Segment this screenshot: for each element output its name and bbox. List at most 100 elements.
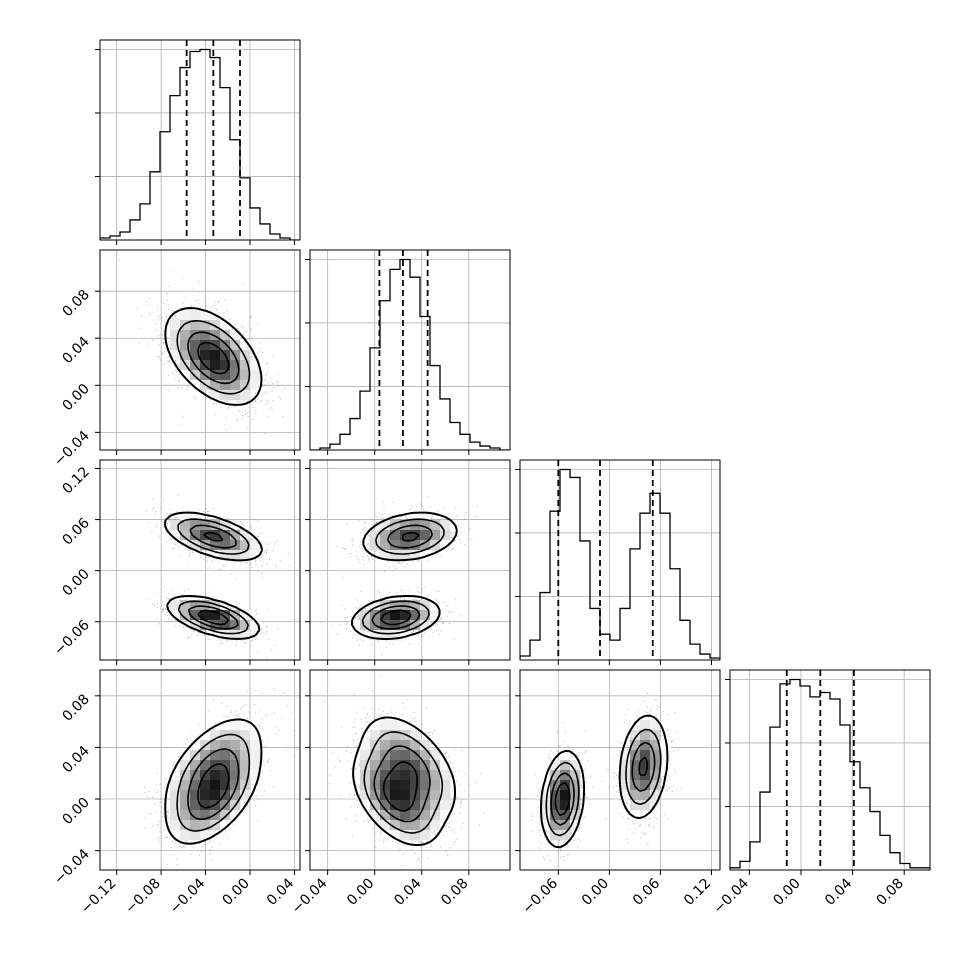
density-cell bbox=[240, 770, 251, 781]
density-cell bbox=[370, 530, 381, 541]
density-cell bbox=[200, 540, 211, 551]
hist-bar bbox=[820, 693, 830, 870]
density-cell bbox=[650, 780, 661, 791]
density-cell bbox=[180, 530, 191, 541]
density-cell bbox=[370, 790, 381, 801]
density-cell bbox=[360, 740, 371, 751]
density-cell bbox=[230, 530, 241, 541]
density-cell bbox=[410, 620, 421, 631]
density-cell bbox=[230, 720, 241, 731]
hist-bar bbox=[650, 493, 660, 660]
density-cell bbox=[190, 770, 201, 781]
density-cell bbox=[220, 740, 231, 751]
density-cell bbox=[210, 620, 221, 631]
density-cell bbox=[350, 770, 361, 781]
density-cell bbox=[620, 790, 631, 801]
density-cell bbox=[370, 720, 381, 731]
panel-frame bbox=[519, 669, 721, 871]
density-cell bbox=[190, 760, 201, 771]
density-cell bbox=[380, 810, 391, 821]
panel-3-0: −0.12 −0.08 −0.04 0.00 0.04−0.040.000.040.08 bbox=[51, 669, 301, 917]
density-cell bbox=[210, 730, 221, 741]
hist-bar bbox=[390, 269, 400, 450]
density-cell bbox=[190, 820, 201, 831]
hist-bar bbox=[680, 620, 690, 660]
hist-bar bbox=[330, 444, 340, 450]
panel-0-0 bbox=[95, 39, 301, 245]
density-cell bbox=[540, 790, 551, 801]
density-cell bbox=[370, 730, 381, 741]
density-cell bbox=[170, 320, 181, 331]
panel-frame bbox=[99, 249, 301, 451]
hist-bar bbox=[830, 699, 840, 870]
density-cell bbox=[230, 610, 241, 621]
density-cell bbox=[620, 780, 631, 791]
density-cell bbox=[190, 610, 201, 621]
density-cell bbox=[560, 800, 571, 811]
density-cell bbox=[250, 730, 261, 741]
density-cell bbox=[380, 630, 391, 641]
density-cell bbox=[240, 760, 251, 771]
density-cell bbox=[390, 770, 401, 781]
density-cell bbox=[180, 790, 191, 801]
density-cell bbox=[210, 780, 221, 791]
density-cell bbox=[170, 530, 181, 541]
density-cell bbox=[210, 370, 221, 381]
density-cell bbox=[170, 520, 181, 531]
density-cell bbox=[220, 810, 231, 821]
density-cell bbox=[380, 720, 391, 731]
density-cell bbox=[400, 770, 411, 781]
density-cell bbox=[190, 370, 201, 381]
density-cell bbox=[220, 320, 231, 331]
contour-line bbox=[164, 718, 263, 845]
hist-bar bbox=[590, 608, 600, 660]
hist-bar bbox=[740, 861, 750, 870]
density-cell bbox=[420, 780, 431, 791]
density-cell bbox=[390, 740, 401, 751]
density-cell bbox=[250, 360, 261, 371]
hist-bar bbox=[430, 366, 440, 450]
panel-frame bbox=[99, 669, 301, 871]
density-cell bbox=[560, 780, 571, 791]
x-tick-label: 0.08 bbox=[438, 876, 471, 909]
density-cell bbox=[400, 600, 411, 611]
density-cell bbox=[550, 770, 561, 781]
contour-line bbox=[382, 761, 418, 812]
density-cell bbox=[170, 330, 181, 341]
hist-bar bbox=[670, 569, 680, 660]
density-cell bbox=[390, 630, 401, 641]
density-cell bbox=[410, 800, 421, 811]
x-tick-label: 0.06 bbox=[630, 875, 663, 908]
density-cell bbox=[400, 740, 411, 751]
hist-bar bbox=[530, 640, 540, 660]
density-cell bbox=[200, 320, 211, 331]
density-layer bbox=[144, 688, 295, 870]
density-cell bbox=[220, 630, 231, 641]
density-cell bbox=[380, 740, 391, 751]
contour-line bbox=[554, 756, 649, 817]
hist-bar bbox=[540, 593, 550, 660]
density-cell bbox=[240, 350, 251, 361]
density-cell bbox=[390, 810, 401, 821]
contour-line bbox=[177, 518, 250, 635]
hist-bar bbox=[900, 864, 910, 870]
density-layer bbox=[145, 494, 295, 659]
density-cell bbox=[400, 780, 411, 791]
density-cell bbox=[240, 750, 251, 761]
density-cell bbox=[210, 380, 221, 391]
density-cell bbox=[630, 810, 641, 821]
hist-bar bbox=[250, 208, 260, 240]
density-cell bbox=[430, 530, 441, 541]
density-cell bbox=[180, 350, 191, 361]
y-tick-label: −0.04 bbox=[51, 428, 93, 470]
hist-bar bbox=[690, 644, 700, 660]
density-cell bbox=[660, 740, 671, 751]
density-cell bbox=[630, 770, 641, 781]
x-tick-label: −0.06 bbox=[519, 875, 561, 917]
density-cell bbox=[410, 510, 421, 521]
hist-bar bbox=[180, 68, 190, 240]
density-cell bbox=[370, 630, 381, 641]
hist-bar bbox=[610, 640, 620, 660]
density-cell bbox=[230, 780, 241, 791]
hist-bar bbox=[760, 792, 770, 870]
